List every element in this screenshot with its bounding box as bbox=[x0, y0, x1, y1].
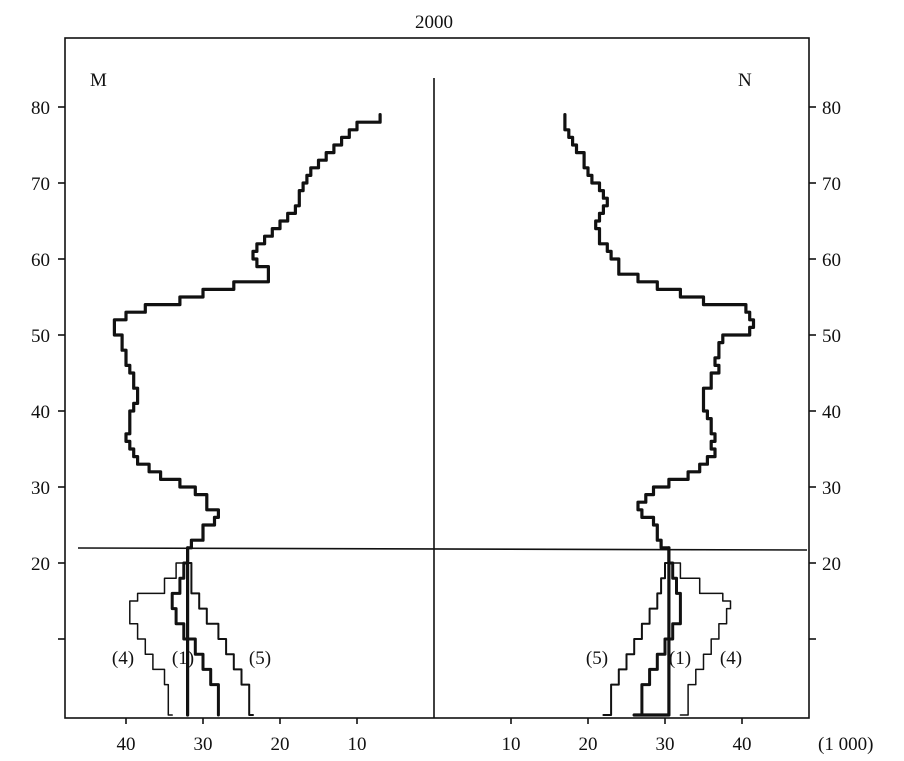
plot-frame bbox=[64, 37, 810, 719]
y-tick-label-right: 30 bbox=[822, 478, 841, 499]
x-tick-label: 20 bbox=[579, 734, 598, 755]
y-tick-label-left: 60 bbox=[31, 250, 50, 271]
x-tick-label: 10 bbox=[348, 734, 367, 755]
series-main-male-line bbox=[112, 113, 382, 717]
series-lines bbox=[112, 113, 756, 717]
series-label-s1: (1) bbox=[172, 648, 194, 669]
panel-label-male: M bbox=[90, 70, 107, 91]
x-unit-label: (1 000) bbox=[818, 734, 873, 755]
series-label-s5: (5) bbox=[249, 648, 271, 669]
series-label-s4: (4) bbox=[112, 648, 134, 669]
series-s1-male-line bbox=[170, 546, 220, 717]
series-main-female-line bbox=[563, 113, 756, 717]
x-tick-label: 30 bbox=[194, 734, 213, 755]
series-s1-female-line bbox=[632, 546, 682, 717]
series-label-s1: (1) bbox=[669, 648, 691, 669]
x-tick-label: 30 bbox=[656, 734, 675, 755]
y-tick-label-left: 30 bbox=[31, 478, 50, 499]
x-tick-label: 10 bbox=[502, 734, 521, 755]
series-labels: (4) (1) (5) (5) (1) (4) bbox=[112, 648, 742, 669]
series-label-s4: (4) bbox=[720, 648, 742, 669]
y-tick-label-left: 20 bbox=[31, 554, 50, 575]
y-tick-label-left: 50 bbox=[31, 326, 50, 347]
y-tick-label-right: 20 bbox=[822, 554, 841, 575]
y-tick-label-right: 80 bbox=[822, 98, 841, 119]
series-s5-male-line bbox=[186, 546, 254, 716]
y-tick-label-left: 40 bbox=[31, 402, 50, 423]
series-s4-female-line bbox=[668, 547, 732, 716]
x-tick-label: 20 bbox=[271, 734, 290, 755]
y-tick-label-right: 40 bbox=[822, 402, 841, 423]
x-tick-label: 40 bbox=[733, 734, 752, 755]
y-tick-label-left: 70 bbox=[31, 174, 50, 195]
y-tick-label-left: 80 bbox=[31, 98, 50, 119]
chart-title: 2000 bbox=[415, 12, 453, 33]
y-tick-label-right: 50 bbox=[822, 326, 841, 347]
series-s5-female-line bbox=[602, 546, 670, 716]
series-s4-male-line bbox=[129, 547, 189, 716]
series-label-s5: (5) bbox=[586, 648, 608, 669]
panel-label-female: N bbox=[738, 70, 752, 91]
x-tick-label: 40 bbox=[117, 734, 136, 755]
reference-age-line bbox=[77, 547, 808, 551]
y-tick-label-right: 70 bbox=[822, 174, 841, 195]
y-tick-label-right: 60 bbox=[822, 250, 841, 271]
axis-ticks: 40 30 20 10 10 20 30 40 20 20 30 30 40 40 50 50 60 60 70 70… bbox=[31, 98, 841, 755]
